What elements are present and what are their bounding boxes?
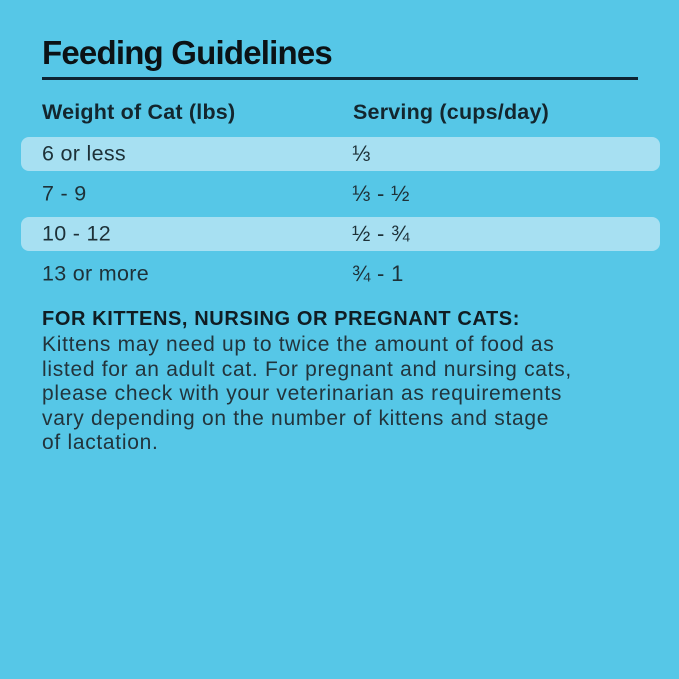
column-header-serving: Serving (cups/day) <box>353 100 549 124</box>
column-header-weight: Weight of Cat (lbs) <box>42 100 236 124</box>
serving-cell: ⅓ - ½ <box>352 181 410 206</box>
weight-cell: 13 or more <box>42 261 149 286</box>
table-row: 13 or more ¾ - 1 <box>21 257 660 291</box>
weight-cell: 10 - 12 <box>42 221 112 246</box>
table-row: 6 or less ⅓ <box>21 137 660 171</box>
page-title: Feeding Guidelines <box>42 34 333 71</box>
serving-cell: ½ - ¾ <box>352 221 410 246</box>
serving-cell: ⅓ <box>352 141 371 166</box>
note-heading: FOR KITTENS, NURSING OR PREGNANT CATS: <box>42 308 520 330</box>
table-row: 10 - 12 ½ - ¾ <box>21 217 660 251</box>
weight-cell: 6 or less <box>42 141 126 166</box>
title-underline <box>42 77 638 80</box>
table-row: 7 - 9 ⅓ - ½ <box>21 177 660 211</box>
serving-cell: ¾ - 1 <box>352 261 404 286</box>
weight-cell: 7 - 9 <box>42 181 87 206</box>
note-body: Kittens may need up to twice the amount … <box>42 333 572 455</box>
